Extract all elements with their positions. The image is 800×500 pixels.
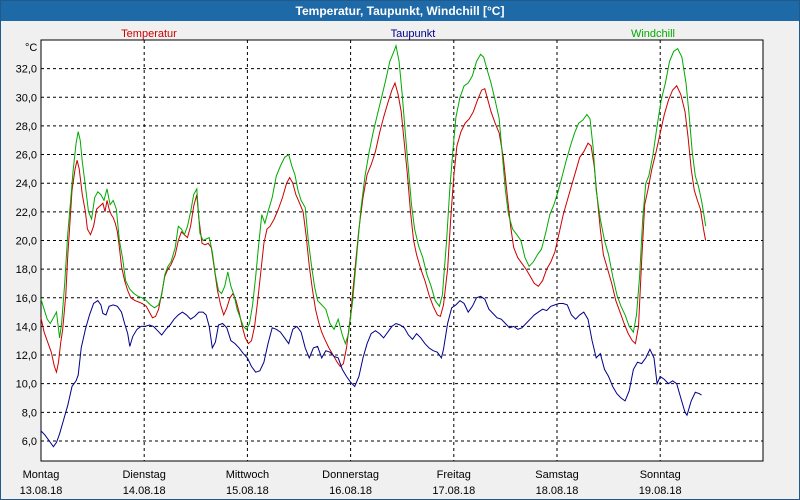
day-date-label: 18.08.18	[536, 485, 579, 497]
y-tick-label: 8,0	[22, 407, 37, 419]
y-tick-label: 18,0	[16, 264, 37, 276]
series-line	[40, 43, 707, 346]
legend-entry: Temperatur	[121, 28, 177, 40]
day-date-label: 19.08.18	[639, 485, 682, 497]
day-date-label: 15.08.18	[226, 485, 269, 497]
y-tick-label: 20,0	[16, 235, 37, 247]
y-tick-label: 28,0	[16, 121, 37, 133]
y-tick-label: 22,0	[16, 207, 37, 219]
legend-entry: Taupunkt	[391, 28, 436, 40]
day-name-label: Freitag	[437, 469, 471, 481]
y-unit-label: °C	[25, 42, 37, 54]
y-tick-labels: 6,0 8,0 10,0 12,0 14,0 16,0 18,0 20,0 22,0 24,0 26…	[16, 64, 37, 448]
legend: Temperatur Taupunkt Windchill	[121, 28, 675, 40]
x-day-labels: Montag 13.08.18 Dienstag 14.08.18 Mittwoch 15…	[20, 469, 682, 497]
y-tick-label: 26,0	[16, 150, 37, 162]
y-tick-label: 10,0	[16, 379, 37, 391]
day-date-label: 17.08.18	[432, 485, 475, 497]
day-name-label: Dienstag	[122, 469, 165, 481]
day-name-label: Sonntag	[640, 469, 681, 481]
legend-entry: Windchill	[631, 28, 675, 40]
y-tick-label: 24,0	[16, 178, 37, 190]
day-name-label: Donnerstag	[322, 469, 379, 481]
line-chart: 6,0 8,0 10,0 12,0 14,0 16,0 18,0 20,0 22,0 24,0 26…	[16, 28, 764, 497]
y-tick-label: 30,0	[16, 92, 37, 104]
y-tick-label: 16,0	[16, 293, 37, 305]
y-tick-label: 14,0	[16, 321, 37, 333]
y-tick-label: 6,0	[22, 436, 37, 448]
day-name-label: Samstag	[535, 469, 578, 481]
plot-frame	[40, 39, 764, 462]
y-tick-label: 12,0	[16, 350, 37, 362]
day-name-label: Mittwoch	[226, 469, 269, 481]
day-name-label: Montag	[23, 469, 60, 481]
day-date-label: 14.08.18	[123, 485, 166, 497]
day-date-label: 16.08.18	[329, 485, 372, 497]
window-title: Temperatur, Taupunkt, Windchill [°C]	[1, 1, 799, 21]
series-line	[40, 81, 707, 375]
y-tick-label: 32,0	[16, 64, 37, 76]
series-line	[40, 295, 702, 448]
day-date-label: 13.08.18	[20, 485, 63, 497]
series-lines	[40, 43, 707, 448]
